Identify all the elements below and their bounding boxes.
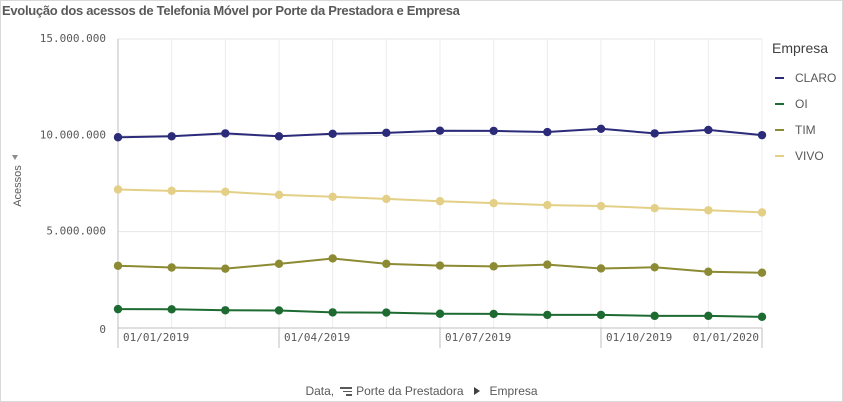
data-point-oi-12[interactable]	[757, 312, 767, 322]
legend-item-claro[interactable]: CLARO	[772, 65, 840, 91]
series-group[interactable]	[113, 124, 767, 322]
data-point-claro-2[interactable]	[221, 129, 230, 138]
data-point-vivo-1[interactable]	[167, 186, 176, 196]
data-point-oi-9[interactable]	[596, 310, 606, 320]
data-point-tim-1[interactable]	[167, 263, 176, 272]
data-point-oi-6[interactable]	[435, 309, 445, 318]
legend-item-tim[interactable]: TIM	[772, 117, 840, 143]
data-point-oi-7[interactable]	[489, 309, 498, 319]
data-point-oi-2[interactable]	[221, 306, 230, 315]
series-oi[interactable]	[113, 304, 767, 322]
dimension-data-button[interactable]: Data,	[305, 384, 335, 398]
data-point-tim-9[interactable]	[596, 264, 606, 273]
x-tick-label-4: 01/01/2020	[693, 331, 759, 344]
data-point-oi-3[interactable]	[274, 306, 284, 315]
data-point-tim-3[interactable]	[274, 259, 284, 269]
x-tick-label-2: 01/07/2019	[445, 331, 511, 344]
y-tick-label-2: 10.000.000	[40, 128, 106, 141]
data-point-tim-7[interactable]	[489, 262, 498, 271]
y-axis-ticks: 0 5.000.000 10.000.000 15.000.000	[40, 32, 106, 336]
data-point-vivo-11[interactable]	[704, 206, 713, 215]
dimension-empresa-button[interactable]: Empresa	[489, 384, 538, 398]
data-point-vivo-2[interactable]	[221, 187, 230, 196]
data-point-claro-6[interactable]	[435, 126, 445, 135]
x-tick-label-1: 01/04/2019	[284, 331, 350, 344]
data-point-vivo-7[interactable]	[489, 198, 498, 208]
legend-label-claro: CLARO	[795, 71, 837, 85]
x-tick-label-3: 01/10/2019	[606, 331, 672, 344]
legend-label-oi: OI	[795, 97, 808, 111]
data-point-claro-0[interactable]	[113, 133, 123, 142]
x-tick-label-0: 01/01/2019	[123, 331, 189, 344]
data-point-oi-11[interactable]	[704, 311, 713, 321]
drilldown-icon	[340, 386, 353, 396]
series-claro[interactable]	[113, 124, 767, 142]
data-point-claro-11[interactable]	[704, 125, 713, 135]
data-point-tim-10[interactable]	[650, 263, 659, 272]
data-point-oi-0[interactable]	[113, 304, 123, 314]
data-point-oi-8[interactable]	[543, 310, 552, 320]
play-icon	[473, 387, 480, 395]
y-axis-menu-arrow-icon[interactable]	[12, 155, 18, 160]
y-tick-label-3: 15.000.000	[40, 32, 106, 45]
series-vivo[interactable]	[113, 185, 767, 217]
data-point-oi-1[interactable]	[167, 305, 176, 314]
data-point-tim-0[interactable]	[113, 261, 123, 270]
data-point-vivo-12[interactable]	[757, 208, 767, 217]
data-point-tim-4[interactable]	[328, 254, 337, 263]
data-point-claro-8[interactable]	[543, 127, 552, 137]
data-point-claro-12[interactable]	[757, 130, 767, 140]
data-point-tim-6[interactable]	[435, 261, 445, 270]
data-point-claro-9[interactable]	[596, 124, 606, 133]
data-point-tim-2[interactable]	[221, 264, 230, 273]
data-point-claro-1[interactable]	[167, 132, 176, 141]
data-point-vivo-9[interactable]	[596, 201, 606, 211]
legend-swatch-tim	[775, 129, 784, 131]
data-point-vivo-8[interactable]	[543, 200, 552, 210]
data-point-tim-11[interactable]	[704, 267, 713, 276]
data-point-claro-3[interactable]	[274, 132, 284, 141]
data-point-vivo-10[interactable]	[650, 203, 659, 213]
data-point-oi-4[interactable]	[328, 308, 337, 317]
y-tick-label-0: 0	[99, 323, 106, 336]
legend-title: Empresa	[772, 40, 829, 56]
dimension-porte-button[interactable]: Porte da Prestadora	[340, 384, 464, 398]
legend-item-vivo[interactable]: VIVO	[772, 143, 840, 169]
data-point-vivo-6[interactable]	[435, 197, 445, 206]
data-point-claro-7[interactable]	[489, 126, 498, 136]
data-point-vivo-3[interactable]	[274, 190, 284, 200]
legend-swatch-vivo	[775, 155, 784, 157]
data-point-vivo-0[interactable]	[113, 185, 123, 194]
data-point-tim-12[interactable]	[757, 268, 767, 277]
chart-title: Evolução dos acessos de Telefonia Móvel …	[2, 3, 460, 18]
y-tick-label-1: 5.000.000	[46, 225, 106, 238]
legend-label-tim: TIM	[795, 123, 816, 137]
data-point-claro-5[interactable]	[382, 128, 391, 138]
data-point-tim-8[interactable]	[543, 260, 552, 269]
legend-label-vivo: VIVO	[795, 149, 824, 163]
grid-lines	[117, 38, 763, 348]
data-point-claro-10[interactable]	[650, 129, 659, 138]
legend-swatch-oi	[775, 103, 784, 105]
dimension-porte-label: Porte da Prestadora	[356, 384, 464, 398]
y-axis-label: Acessos	[12, 165, 24, 207]
legend-item-oi[interactable]: OI	[772, 91, 840, 117]
dimension-bar: Data, Porte da Prestadora Empresa	[0, 384, 843, 398]
legend: Empresa CLARO OI TIM VIVO	[772, 40, 840, 169]
legend-swatch-claro	[775, 77, 784, 79]
data-point-claro-4[interactable]	[328, 129, 337, 138]
data-point-oi-5[interactable]	[382, 308, 391, 317]
data-point-vivo-5[interactable]	[382, 194, 391, 204]
x-axis-ticks: 01/01/2019 01/04/2019 01/07/2019 01/10/2019…	[117, 328, 763, 348]
data-point-tim-5[interactable]	[382, 259, 391, 269]
data-point-vivo-4[interactable]	[328, 192, 337, 201]
series-tim[interactable]	[113, 254, 767, 277]
data-point-oi-10[interactable]	[650, 311, 659, 321]
